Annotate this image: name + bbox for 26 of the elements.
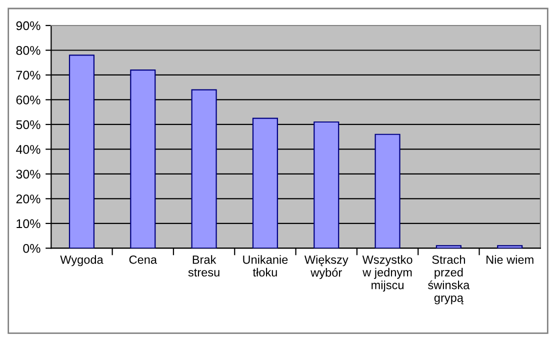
y-tick-label: 70% — [16, 70, 40, 80]
y-tick-label: 80% — [16, 46, 40, 55]
x-tick-label: Cena — [129, 255, 158, 264]
y-tick-label: 30% — [16, 170, 40, 179]
x-tick-label: Unikanie tłoku — [243, 255, 288, 277]
bar — [252, 118, 278, 248]
y-tick-label: 40% — [16, 145, 40, 154]
x-tick-label: Większy wybór — [304, 255, 348, 280]
y-tick-label: 60% — [16, 96, 40, 104]
bar — [436, 245, 462, 248]
y-tick-label: 50% — [16, 120, 40, 130]
bar — [314, 121, 340, 248]
x-tick-label: Wszystko w jednym mijscu — [362, 255, 412, 292]
x-tick-label: Wygoda — [60, 255, 104, 266]
x-tick-label: Nie wiem — [486, 255, 534, 264]
x-tick-label: Brak stresu — [188, 255, 220, 277]
bar — [191, 89, 217, 248]
y-tick-label: 20% — [16, 194, 40, 204]
bar — [130, 69, 156, 248]
y-tick-label: 10% — [16, 219, 40, 228]
bar — [497, 245, 523, 248]
bar — [68, 54, 95, 248]
x-tick-label: Strach przed świnska grypą — [428, 255, 470, 304]
y-tick-label: 0% — [23, 244, 40, 253]
bar — [374, 134, 400, 248]
y-tick-label: 90% — [16, 21, 40, 30]
